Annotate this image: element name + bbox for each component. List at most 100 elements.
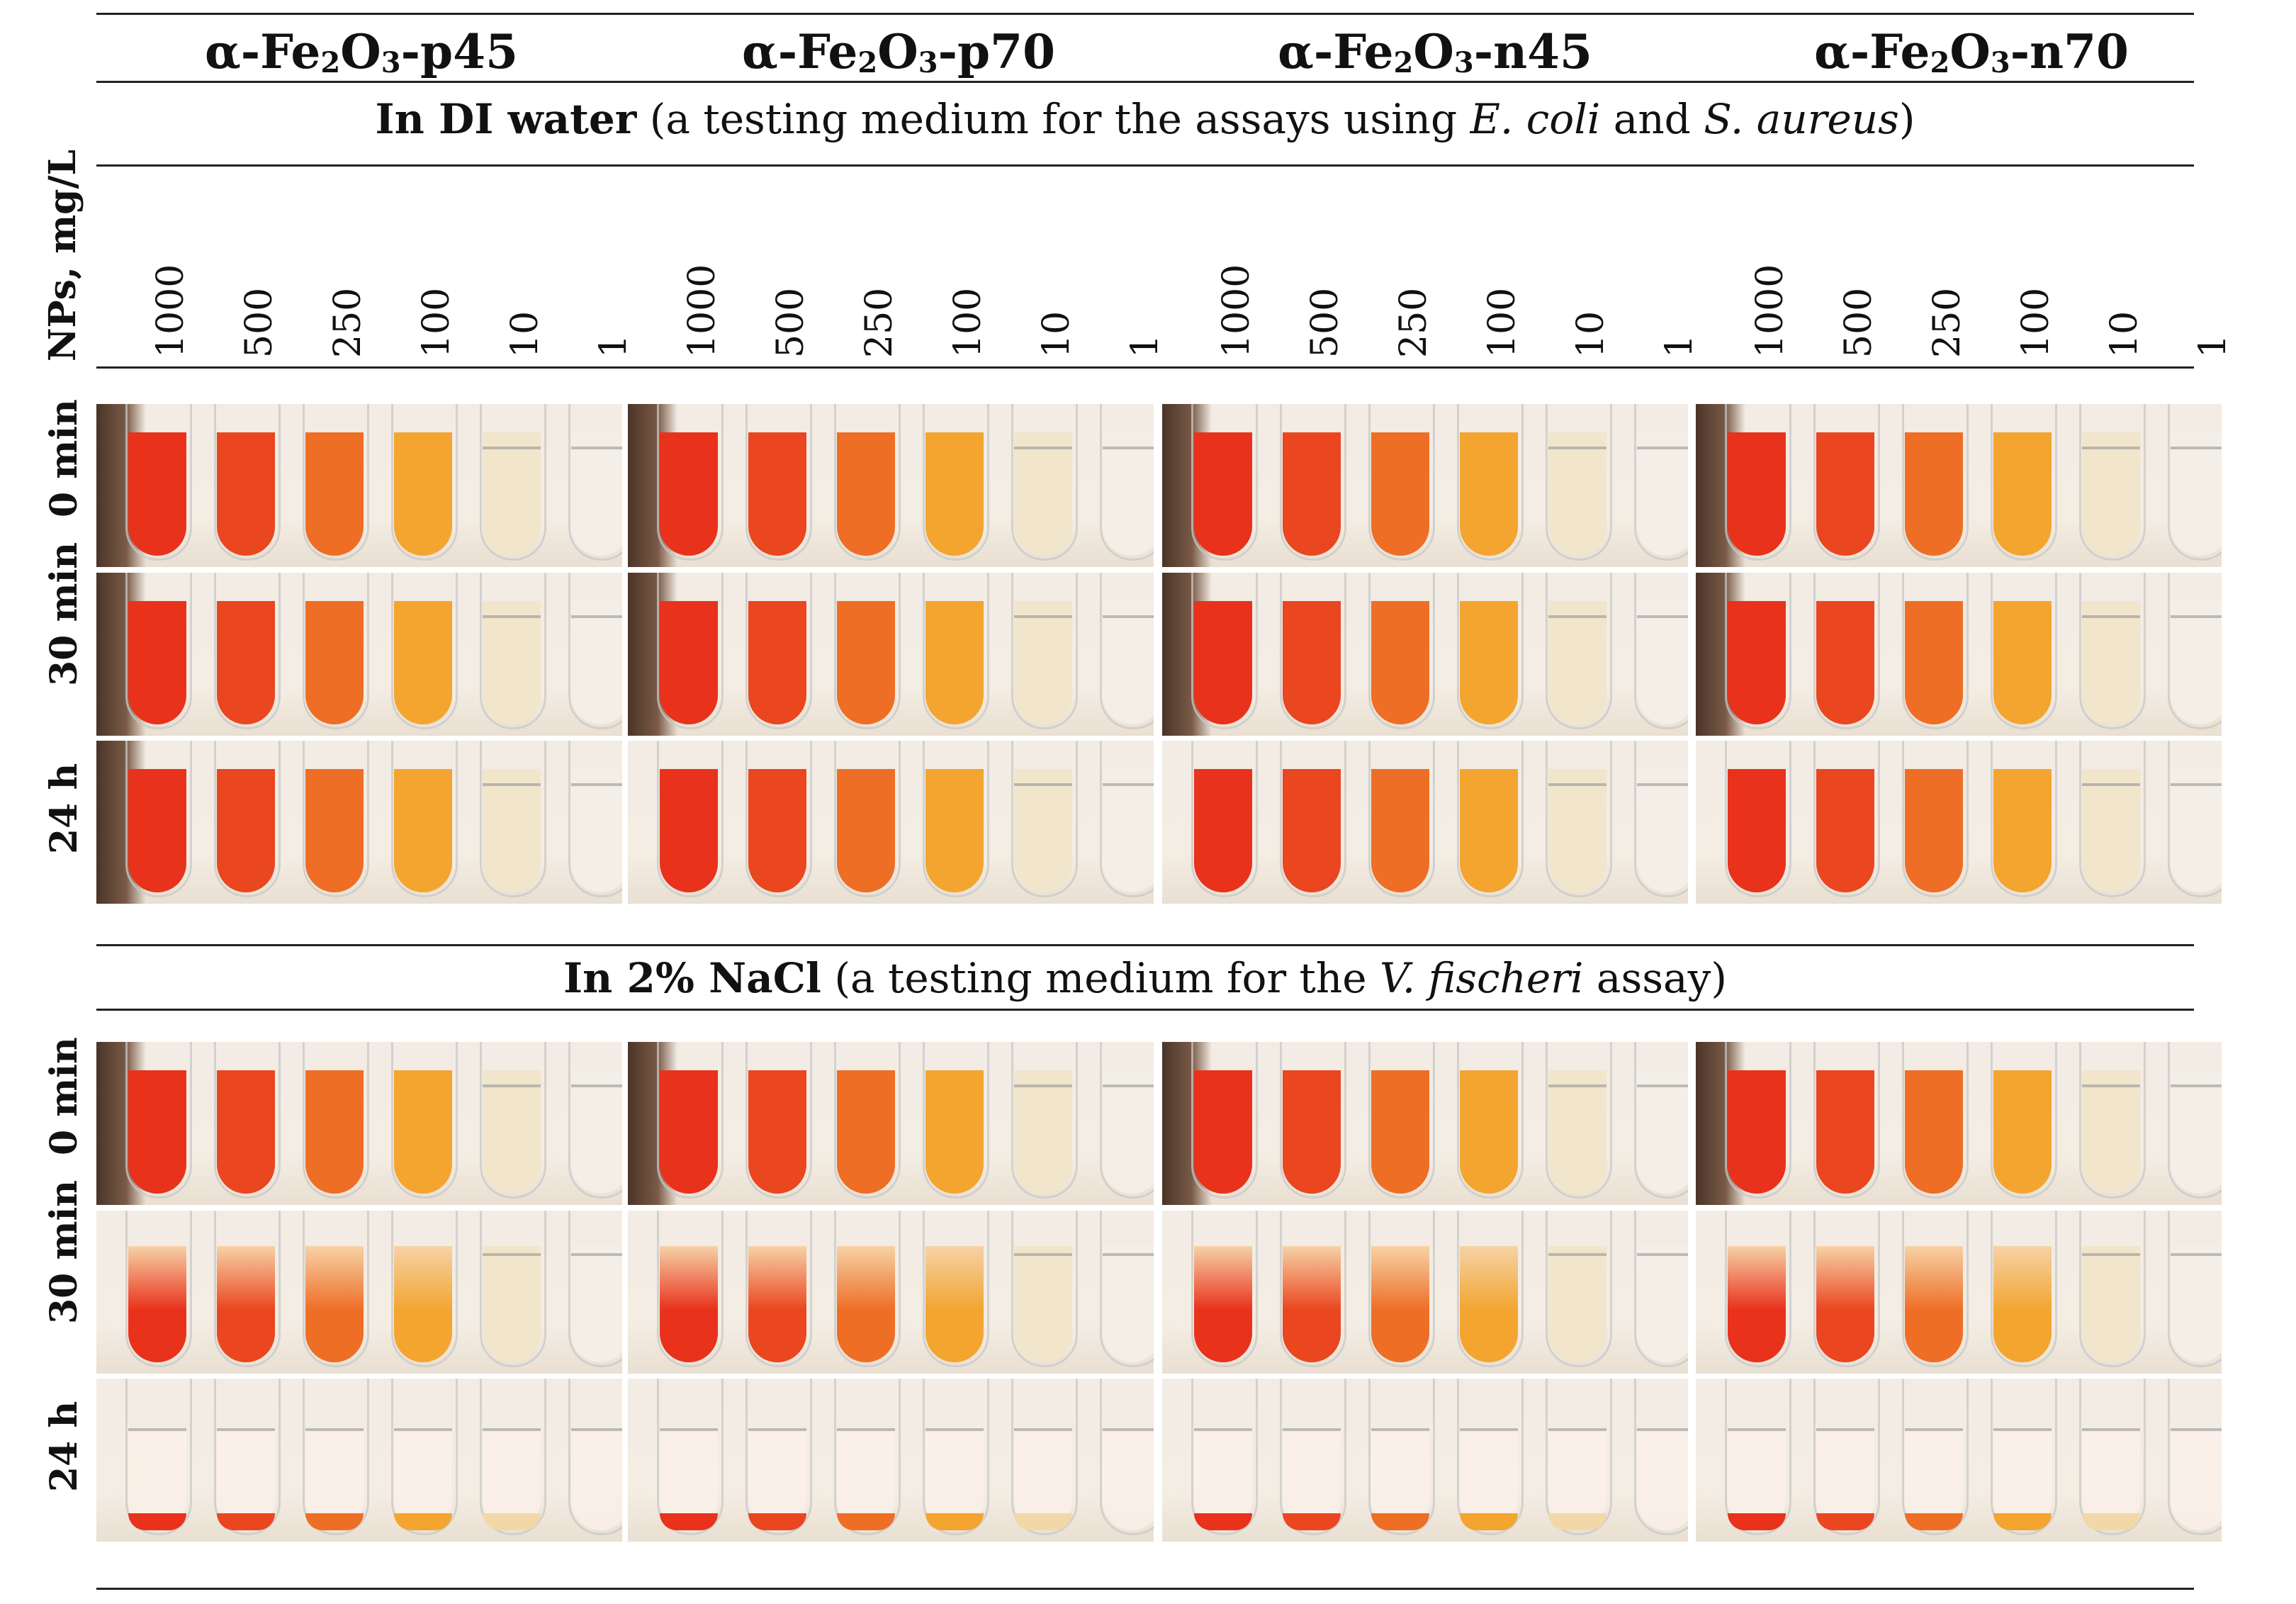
tube-glass [1191, 1379, 1258, 1535]
tube-glass [568, 1211, 622, 1367]
conc-tick-10: 10 [1570, 310, 1612, 358]
tube-glass [1011, 404, 1078, 561]
tube-glass [1634, 404, 1688, 561]
tube-liquid [1637, 769, 1688, 892]
conc-tick-1000: 1000 [1215, 264, 1258, 358]
tube-liquid [571, 1431, 622, 1530]
meniscus [2082, 783, 2140, 786]
conc-tick-1000: 1000 [150, 264, 192, 358]
tube-liquid [1728, 1070, 1786, 1194]
tube-liquid [1460, 601, 1518, 724]
sample-header-suffix: -p70 [938, 24, 1055, 79]
tube-liquid [1905, 1070, 1963, 1194]
tube-glass [1011, 1211, 1078, 1367]
tube-photo-panel [1162, 573, 1688, 736]
tube-glass [125, 404, 192, 561]
meniscus [1548, 1253, 1606, 1256]
meniscus [1548, 447, 1606, 449]
meniscus [1728, 1428, 1786, 1431]
tube-liquid [660, 1070, 718, 1194]
tube-glass [923, 741, 989, 897]
tube-liquid [1371, 1070, 1429, 1194]
conc-tick-100: 100 [947, 287, 989, 358]
meniscus [1014, 1084, 1072, 1087]
tube-liquid [2171, 1431, 2222, 1530]
tube-glass [1368, 573, 1435, 729]
tube-liquid [1371, 769, 1429, 892]
tube-glass [1634, 1042, 1688, 1199]
meniscus [1103, 447, 1154, 449]
tube-liquid [128, 1246, 186, 1362]
tube-liquid [1993, 1070, 2052, 1194]
meniscus [2082, 447, 2140, 449]
tube-glass [1191, 404, 1258, 561]
tube-glass [568, 741, 622, 897]
tube-glass [125, 741, 192, 897]
tube-glass [2079, 1211, 2146, 1367]
tube-glass [2168, 404, 2222, 561]
section1-text-b: and [1600, 95, 1704, 143]
meniscus [2171, 783, 2222, 786]
tube-glass [391, 1379, 458, 1535]
section1-text-c: ) [1898, 95, 1915, 143]
sample-header-sub1: 2 [320, 46, 341, 79]
tube-glass [391, 1042, 458, 1199]
meniscus [1283, 1428, 1341, 1431]
row-label-di-0: 0 min [43, 399, 86, 517]
meniscus [2171, 1084, 2222, 1087]
tube-glass [1725, 404, 1791, 561]
tube-glass [2079, 1379, 2146, 1535]
tube-glass [657, 1379, 724, 1535]
meniscus [2171, 1428, 2222, 1431]
tube-glass [2079, 573, 2146, 729]
tube-glass [1902, 1211, 1969, 1367]
tube-glass [1100, 741, 1154, 897]
tube-glass [1368, 1211, 1435, 1367]
conc-tick-1000: 1000 [1749, 264, 1791, 358]
meniscus [483, 447, 541, 449]
conc-tick-10: 10 [504, 310, 546, 358]
tube-liquid [1194, 601, 1252, 724]
tube-glass [1100, 1211, 1154, 1367]
meniscus [1014, 1253, 1072, 1256]
conc-tick-500: 500 [770, 287, 812, 358]
conc-tick-1: 1 [592, 334, 635, 358]
tube-sediment [2082, 1513, 2140, 1530]
tube-liquid [660, 432, 718, 556]
tube-glass [745, 404, 812, 561]
tube-liquid [748, 1070, 806, 1194]
tube-glass [2079, 1042, 2146, 1199]
tube-glass [923, 1211, 989, 1367]
tube-glass [1280, 741, 1346, 897]
tube-glass [1813, 1042, 1880, 1199]
tube-glass [1902, 573, 1969, 729]
tube-glass [125, 1379, 192, 1535]
tube-glass [1546, 1042, 1612, 1199]
tube-sediment [1194, 1513, 1252, 1530]
tube-photo-panel [628, 404, 1154, 567]
tube-liquid [1283, 601, 1341, 724]
tube-liquid [305, 601, 364, 724]
sample-header-1: α-Fe2O3-p45 [99, 20, 624, 95]
tube-liquid [394, 601, 452, 724]
tube-liquid [483, 1246, 541, 1362]
tube-glass [1280, 1379, 1346, 1535]
tube-liquid [925, 432, 984, 556]
tube-liquid [1816, 1246, 1874, 1362]
tube-glass [214, 741, 281, 897]
top-rule [96, 13, 2194, 15]
tube-glass [1634, 1211, 1688, 1367]
tube-liquid [925, 769, 984, 892]
tube-liquid [1014, 1070, 1072, 1194]
tube-photo-panel [628, 1379, 1154, 1542]
tube-liquid [305, 1070, 364, 1194]
meniscus [571, 1084, 622, 1087]
tube-liquid [1905, 432, 1963, 556]
tube-liquid [925, 1070, 984, 1194]
tube-photo-panel [96, 1379, 622, 1542]
tube-liquid [571, 432, 622, 556]
axis-rule [96, 366, 2194, 369]
meniscus [1548, 783, 1606, 786]
sample-header-suffix: -p45 [400, 24, 518, 79]
tube-liquid [1728, 769, 1786, 892]
